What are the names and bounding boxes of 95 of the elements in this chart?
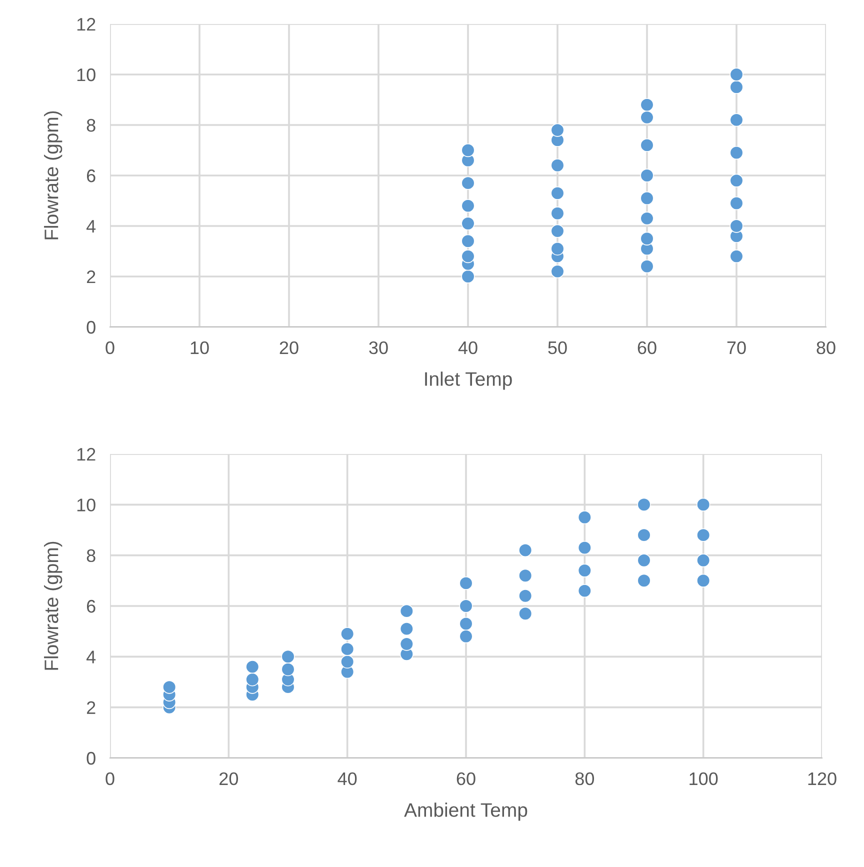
point [696,528,710,542]
x-tick-label: 80 [575,772,594,786]
y-axis-title: Flowrate (gpm) [44,542,62,670]
point [281,650,295,664]
y-tick-label: 2 [86,701,96,714]
point [550,123,564,137]
x-tick-label: 50 [548,341,567,354]
x-tick-label: 20 [220,772,238,786]
x-tick-label: 0 [106,341,114,354]
point [550,158,564,172]
y-tick-label: 0 [86,752,96,765]
point [730,113,744,127]
x-tick-label: 40 [458,341,478,354]
y-tick-label: 6 [86,600,96,613]
y-tick-label: 8 [86,118,96,132]
point [550,264,564,278]
point [640,212,654,226]
point [696,554,710,568]
y-tick-label: 0 [86,320,96,334]
y-tick-label: 12 [77,448,96,461]
point [518,568,532,582]
point [730,68,744,82]
x-tick-label: 10 [190,341,209,354]
point [730,196,744,210]
point [400,604,414,618]
point [518,606,532,620]
point [246,660,260,674]
point [640,138,654,152]
x-tick-label: 0 [106,772,114,786]
y-tick-label: 12 [77,18,96,31]
point [640,168,654,182]
y-tick-label: 4 [86,220,96,233]
x-tick-label: 60 [456,772,476,786]
point [340,654,354,669]
point [459,630,473,644]
point [578,510,592,524]
point [578,584,592,598]
point [459,616,473,631]
y-tick-label: 10 [77,68,96,82]
point [340,642,354,656]
point [162,680,176,694]
x-tick-label: 20 [280,341,298,354]
y-tick-label: 4 [86,650,96,664]
x-tick-label: 80 [816,341,836,354]
point [637,554,651,568]
point [461,234,475,248]
point [459,576,473,590]
x-axis-title: Inlet Temp [425,372,512,390]
y-tick-label: 10 [77,498,96,512]
point [550,224,564,238]
point [730,80,744,94]
point [461,216,475,230]
point [640,110,654,124]
point [550,206,564,220]
point [640,98,654,112]
y-tick-label: 6 [86,169,96,182]
point [640,260,654,274]
point [518,543,532,558]
point [400,622,414,636]
point [461,143,475,158]
point [281,662,295,676]
point [637,498,651,512]
x-tick-label: 100 [690,772,718,786]
point [730,174,744,188]
x-tick-label: 60 [638,341,656,354]
point [461,249,475,264]
x-tick-label: 70 [727,341,746,354]
point [461,270,475,284]
point [696,574,710,588]
x-tick-label: 120 [808,772,836,786]
point [550,186,564,200]
point [459,599,473,613]
point [578,540,592,555]
point [696,498,710,512]
point [640,191,654,206]
point [246,672,260,686]
point [730,219,744,233]
y-tick-label: 8 [86,549,96,562]
y-tick-label: 2 [86,270,96,284]
point [461,176,475,190]
point [637,528,651,542]
y-axis-title: Flowrate (gpm) [44,111,62,240]
x-tick-label: 30 [369,341,388,354]
x-tick-label: 40 [338,772,357,786]
x-axis-title: Ambient Temp [404,802,528,821]
point [730,146,744,160]
point [578,564,592,578]
point [461,198,475,213]
point [550,242,564,256]
point [640,232,654,246]
point [637,574,651,588]
point [518,589,532,603]
point [340,627,354,641]
point [730,249,744,264]
point [400,637,414,651]
